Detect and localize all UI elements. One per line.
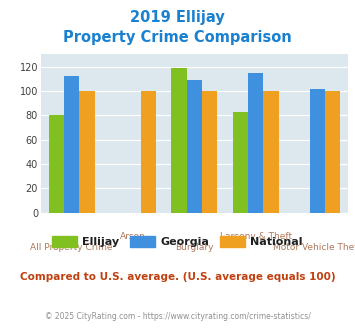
Bar [64,76,79,213]
Text: © 2025 CityRating.com - https://www.cityrating.com/crime-statistics/: © 2025 CityRating.com - https://www.city… [45,312,310,321]
Bar [248,73,263,213]
Text: Property Crime Comparison: Property Crime Comparison [63,30,292,45]
Text: Arson: Arson [120,232,146,241]
Text: Motor Vehicle Theft: Motor Vehicle Theft [273,244,355,252]
Bar [310,88,325,213]
Bar [233,112,248,213]
Text: All Property Crime: All Property Crime [30,244,113,252]
Text: Burglary: Burglary [175,244,214,252]
Text: Compared to U.S. average. (U.S. average equals 100): Compared to U.S. average. (U.S. average … [20,272,335,282]
Bar [263,91,279,213]
Text: Larceny & Theft: Larceny & Theft [220,232,292,241]
Bar [49,115,64,213]
Bar [171,68,187,213]
Bar [202,91,217,213]
Bar [325,91,340,213]
Bar [141,91,156,213]
Bar [187,80,202,213]
Text: 2019 Ellijay: 2019 Ellijay [130,10,225,25]
Legend: Ellijay, Georgia, National: Ellijay, Georgia, National [48,232,307,252]
Bar [79,91,94,213]
